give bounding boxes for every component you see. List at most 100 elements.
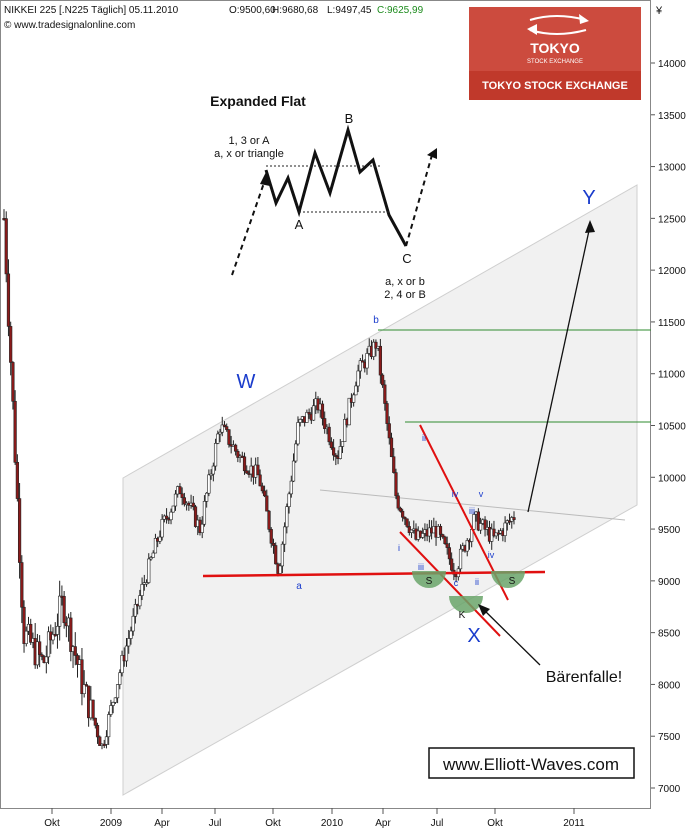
candle-body [46, 631, 51, 658]
candle-body [202, 501, 207, 525]
candle-body [242, 456, 247, 472]
candle-body [164, 515, 169, 519]
candle-body [472, 514, 476, 530]
candle-body [209, 473, 213, 476]
y-tick-label: 8000 [658, 680, 681, 691]
x-tick-label: Okt [487, 818, 503, 829]
candle-body [22, 606, 26, 644]
candle-body [269, 529, 273, 544]
candle-body [102, 743, 106, 746]
candle-body [407, 526, 411, 533]
diagram-entry-dashed [231, 179, 266, 276]
y-tick-label: 12000 [658, 266, 686, 277]
candle-body [289, 480, 293, 495]
y-tick-label: 9000 [658, 577, 681, 588]
expanded-flat-diagram [231, 124, 437, 276]
candle-body [115, 684, 120, 699]
y-tick-label: 11500 [658, 318, 686, 329]
candle-body [327, 426, 331, 443]
wave-label-iv-top: iv [452, 489, 459, 499]
candle-body [458, 548, 463, 570]
candle-body [409, 529, 414, 533]
x-tick-label: Jul [431, 818, 444, 829]
candle-body [280, 543, 284, 567]
candle-body [329, 441, 333, 449]
source-credit: © www.tradesignalonline.com [4, 20, 135, 31]
candle-body [392, 456, 396, 473]
candle-body [265, 495, 269, 512]
wave-label-a: a [296, 581, 302, 592]
candle-body [476, 511, 480, 531]
candle-body [98, 736, 102, 746]
candle-body [138, 595, 142, 607]
candle-body [205, 492, 209, 502]
candle-body [267, 510, 271, 530]
candle-body [213, 443, 218, 467]
y-tick-label: 13500 [658, 111, 686, 122]
candle-body [503, 522, 507, 536]
candle-body [216, 433, 220, 444]
diagram-exit-head [427, 148, 437, 159]
diagram-exit-dashed [405, 154, 433, 247]
candle-body [323, 418, 327, 429]
x-tick-label: 2010 [321, 818, 344, 829]
y-tick-label: 13000 [658, 163, 686, 174]
candle-body [447, 547, 452, 560]
y-tick-label: 9500 [658, 525, 681, 536]
candlestick-series [2, 209, 516, 750]
candle-body [305, 412, 309, 423]
candle-body [200, 523, 204, 533]
candle-body [171, 505, 175, 513]
trend-channel [122, 184, 638, 796]
candle-body [91, 699, 95, 719]
candle-body [307, 412, 311, 415]
candle-body [405, 518, 409, 527]
y-tick-label: 11000 [658, 370, 686, 381]
candle-body [338, 446, 342, 459]
candle-body [11, 362, 15, 402]
candle-body [133, 604, 137, 617]
candle-body [6, 273, 11, 327]
y-tick-label: 10500 [658, 422, 686, 433]
candle-body [40, 654, 44, 657]
candle-body [512, 517, 516, 520]
candle-body [222, 424, 227, 427]
candle-body [124, 645, 129, 662]
candle-body [389, 437, 394, 458]
candle-body [441, 534, 445, 538]
diagram-wave-path [264, 124, 408, 247]
candle-body [131, 615, 135, 632]
diagram-entry-head [260, 172, 270, 186]
diagram-label-a: A [295, 217, 304, 232]
candle-body [55, 625, 60, 635]
candle-body [149, 557, 153, 560]
candle-body [396, 495, 400, 509]
wave-label-b: b [373, 315, 379, 326]
wave-label-ii: ii [422, 433, 426, 443]
diagram-label-c: C [402, 251, 411, 266]
wave-label-iii-right: iii [469, 506, 475, 516]
candle-body [225, 426, 229, 430]
candle-body [160, 519, 164, 538]
candle-body [443, 536, 447, 544]
candle-body [492, 528, 496, 537]
y-tick-label: 7500 [658, 732, 681, 743]
candle-body [178, 486, 182, 495]
wave-label-iv-bottom: iv [488, 550, 495, 560]
candle-body [180, 493, 184, 498]
candle-body [62, 596, 66, 624]
candle-body [73, 646, 77, 656]
candle-body [262, 490, 267, 497]
candle-body [378, 345, 382, 376]
candle-body [445, 543, 449, 548]
candle-body [173, 493, 178, 507]
candle-body [283, 526, 287, 545]
diagram-left-note-2: a, x or triangle [214, 148, 284, 160]
candle-body [285, 506, 289, 528]
y-tick-label: 7000 [658, 784, 681, 795]
wave-label-v: v [479, 489, 484, 499]
candle-body [394, 472, 398, 497]
y-axis: 7000 7500 8000 8500 9000 9500 10000 10500 11000 1… [651, 59, 686, 795]
candle-body [483, 519, 487, 530]
